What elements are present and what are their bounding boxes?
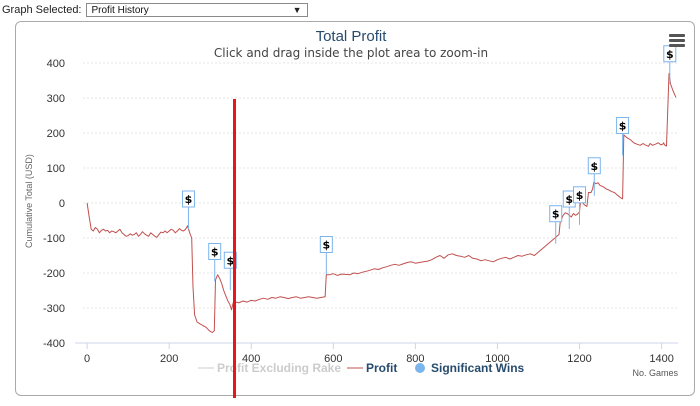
flag-label: $ <box>226 254 234 267</box>
legend: Profit Excluding Rake Profit Significant W… <box>198 361 525 375</box>
significant-win-flag[interactable]: $ <box>573 186 587 225</box>
significant-win-flag[interactable]: $ <box>549 205 563 244</box>
red-vertical-marker <box>233 99 236 398</box>
flag-label: $ <box>323 239 331 252</box>
chevron-down-icon: ▼ <box>292 5 302 15</box>
x-tick-label: 1000 <box>485 353 509 365</box>
chart-subtitle: Click and drag inside the plot area to z… <box>214 46 488 60</box>
x-axis-label: No. Games <box>632 368 678 378</box>
hamburger-menu-icon[interactable] <box>667 32 687 48</box>
flag-label: $ <box>576 189 584 202</box>
graph-selector-bar: Graph Selected: Profit History ▼ <box>0 0 700 20</box>
y-tick-label: -200 <box>43 268 65 280</box>
flag-box <box>319 236 333 253</box>
graph-select-dropdown[interactable]: Profit History ▼ <box>85 3 308 17</box>
significant-win-flag[interactable]: $ <box>616 117 630 156</box>
y-tick-label: 300 <box>47 93 65 105</box>
flag-box <box>208 243 222 260</box>
significant-win-flag[interactable]: $ <box>181 190 195 229</box>
flag-box <box>587 157 601 175</box>
legend-item-profit-excluding-rake[interactable]: Profit Excluding Rake <box>198 361 341 375</box>
x-tick-label: 400 <box>242 353 260 365</box>
flag-box <box>616 117 630 134</box>
y-tick-label: -400 <box>43 338 65 350</box>
flag-label: $ <box>619 120 627 133</box>
chart-title: Total Profit <box>316 28 388 45</box>
grid-lines <box>83 62 678 344</box>
flag-label: $ <box>590 160 598 173</box>
x-tick-label: 1400 <box>649 353 673 365</box>
x-tick-label: 200 <box>160 353 178 365</box>
legend-label: Profit Excluding Rake <box>217 361 341 375</box>
y-tick-label: 400 <box>47 58 65 70</box>
significant-win-flag[interactable]: $ <box>319 236 333 275</box>
flag-label: $ <box>666 48 674 61</box>
significant-win-flags: $$$$$$ $$$$ <box>181 45 677 291</box>
x-tick-label: 0 <box>84 353 90 365</box>
legend-label: Significant Wins <box>431 361 525 375</box>
significant-win-flag[interactable]: $ <box>208 243 222 282</box>
flag-label: $ <box>552 208 560 221</box>
legend-symbol <box>415 363 425 373</box>
flag-label: $ <box>565 193 573 206</box>
graph-select-value: Profit History <box>91 4 149 16</box>
x-tick-label: 1200 <box>567 353 591 365</box>
legend-label: Profit <box>366 361 397 375</box>
legend-item-significant-wins[interactable]: Significant Wins <box>415 361 525 375</box>
y-axis-label: Cumulative Total (USD) <box>24 154 34 248</box>
significant-win-flag[interactable]: $ <box>587 157 601 196</box>
flag-box <box>573 186 587 204</box>
x-tick-label: 600 <box>324 353 342 365</box>
y-tick-label: 100 <box>47 163 65 175</box>
flag-box <box>181 190 195 208</box>
legend-item-profit[interactable]: Profit <box>347 361 397 375</box>
flag-label: $ <box>211 246 219 259</box>
chart-container: 400 300 200 100 0 -100 -200 -300 -400 0 200 400 600 8… <box>15 21 695 396</box>
significant-win-flag[interactable]: $ <box>663 45 677 84</box>
series <box>86 73 677 333</box>
y-tick-label: 200 <box>47 128 65 140</box>
graph-selector-label: Graph Selected: <box>2 4 82 16</box>
flag-label: $ <box>185 193 193 206</box>
profit-series-line[interactable] <box>86 73 677 333</box>
y-tick-label: 0 <box>59 198 65 210</box>
x-tick-label: 800 <box>406 353 424 365</box>
y-tick-label: -300 <box>43 303 65 315</box>
y-tick-label: -100 <box>43 233 65 245</box>
flag-box <box>549 205 563 223</box>
